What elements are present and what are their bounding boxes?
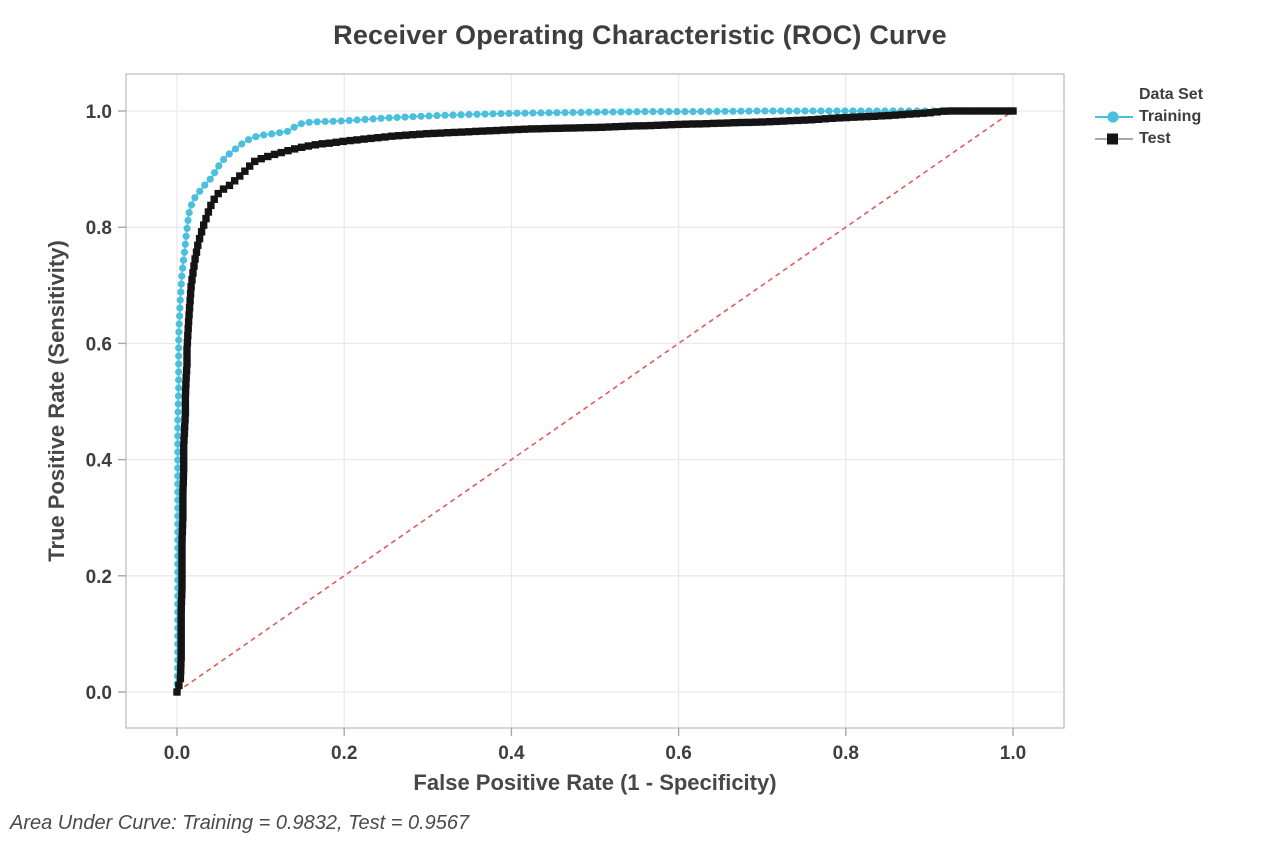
legend-item-test: Test — [1094, 128, 1270, 150]
grid-lines — [126, 74, 1064, 728]
x-axis-title: False Positive Rate (1 - Specificity) — [413, 770, 777, 795]
chart-title: Receiver Operating Characteristic (ROC) … — [333, 20, 947, 50]
x-tick-label: 1.0 — [1000, 743, 1026, 764]
legend-item-training: Training — [1094, 106, 1270, 128]
test-marker-icon — [1095, 133, 1133, 145]
series-test — [173, 107, 1017, 696]
y-tick-label: 0.8 — [86, 218, 112, 239]
x-tick-label: 0.6 — [665, 743, 691, 764]
y-tick-label: 0.4 — [86, 451, 113, 472]
reference-diagonal-line — [176, 110, 1014, 693]
axis-ticks: 0.0 0.2 0.4 0.6 0.8 1.0 0.0 0.2 0.4 0.6 0.8 1.0 — [86, 102, 1027, 764]
x-tick-label: 0.2 — [331, 743, 357, 764]
legend-label-test: Test — [1139, 130, 1171, 147]
y-tick-label: 0.2 — [86, 567, 112, 588]
legend: Data Set Training Test — [1094, 84, 1270, 150]
training-marker-icon — [1095, 111, 1133, 123]
plot-frame — [125, 73, 1065, 729]
auc-note: Area Under Curve: Training = 0.9832, Tes… — [10, 812, 470, 834]
y-axis-title: True Positive Rate (Sensitivity) — [44, 240, 69, 562]
x-tick-label: 0.4 — [498, 743, 525, 764]
y-tick-label: 0.0 — [86, 683, 112, 704]
y-tick-label: 1.0 — [86, 102, 112, 123]
x-tick-label: 0.8 — [833, 743, 859, 764]
x-tick-label: 0.0 — [164, 743, 190, 764]
legend-label-training: Training — [1139, 108, 1202, 125]
legend-title: Data Set — [1139, 86, 1204, 103]
y-tick-label: 0.6 — [86, 334, 112, 355]
